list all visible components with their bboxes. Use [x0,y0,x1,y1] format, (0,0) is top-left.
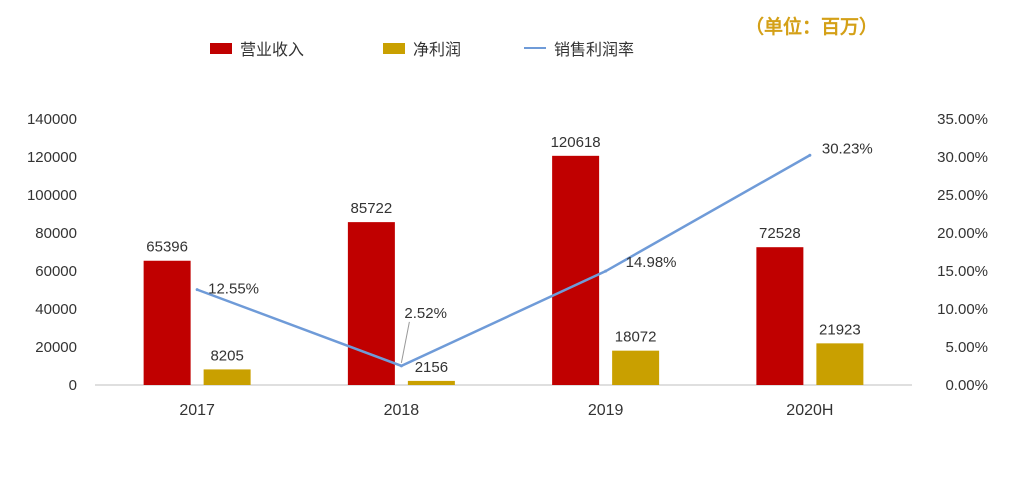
y-left-tick-label: 80000 [35,225,77,242]
legend-swatch-margin [524,47,546,49]
x-tick-label: 2017 [179,402,215,419]
bar-profit [407,380,455,385]
legend-label-profit: 净利润 [413,40,462,59]
legend: 营业收入 净利润 销售利润率 [0,36,1016,59]
line-point-margin [195,288,199,292]
bar-label-revenue: 85722 [351,200,393,217]
line-point-margin [399,364,403,368]
x-tick-label: 2020H [786,402,833,419]
legend-label-margin: 销售利润率 [554,40,635,59]
bar-revenue [143,260,191,385]
legend-item-revenue: 营业收入 [210,36,304,60]
y-left-tick-label: 120000 [27,149,77,166]
y-left-tick-label: 60000 [35,263,77,280]
y-right-tick-label: 20.00% [937,225,988,242]
line-label-margin: 14.98% [626,254,677,271]
bar-label-profit: 21923 [819,321,861,338]
y-right-tick-label: 35.00% [937,111,988,128]
line-point-margin [808,153,812,157]
unit-note: （单位：百万） [745,16,879,38]
bar-label-revenue: 65396 [146,239,188,256]
legend-label-revenue: 营业收入 [240,40,305,59]
line-point-margin [604,269,608,273]
bar-label-revenue: 120618 [551,134,601,151]
line-label-margin: 2.52% [404,305,447,322]
label-leader-line [400,321,410,363]
legend-swatch-revenue [210,42,232,54]
line-margin [196,154,811,368]
y-left-tick-label: 40000 [35,301,77,318]
y-left-tick-label: 20000 [35,339,77,356]
bar-revenue [756,247,804,385]
line-label-margin: 30.23% [822,140,873,157]
y-right-tick-label: 10.00% [937,301,988,318]
bar-revenue [347,222,395,385]
y-right-tick-label: 25.00% [937,187,988,204]
y-right-tick-label: 30.00% [937,149,988,166]
x-tick-label: 2019 [588,402,624,419]
y-left-tick-label: 100000 [27,187,77,204]
legend-swatch-profit [383,42,405,54]
y-right-tick-label: 15.00% [937,263,988,280]
bar-profit [612,350,660,385]
bar-profit [816,343,864,385]
bar-revenue [552,155,600,385]
y-left-tick-label: 140000 [27,111,77,128]
legend-item-profit: 净利润 [383,36,461,60]
x-tick-label: 2018 [384,402,420,419]
y-left-tick-label: 0 [69,377,77,394]
legend-item-margin: 销售利润率 [524,36,634,60]
bar-label-profit: 8205 [210,347,243,364]
bar-label-profit: 2156 [415,359,448,376]
y-right-tick-label: 5.00% [945,339,988,356]
y-right-tick-label: 0.00% [945,377,988,394]
bar-profit [203,369,251,385]
line-label-margin: 12.55% [208,281,259,298]
bar-label-revenue: 72528 [759,225,801,242]
bar-label-profit: 18072 [615,329,657,346]
